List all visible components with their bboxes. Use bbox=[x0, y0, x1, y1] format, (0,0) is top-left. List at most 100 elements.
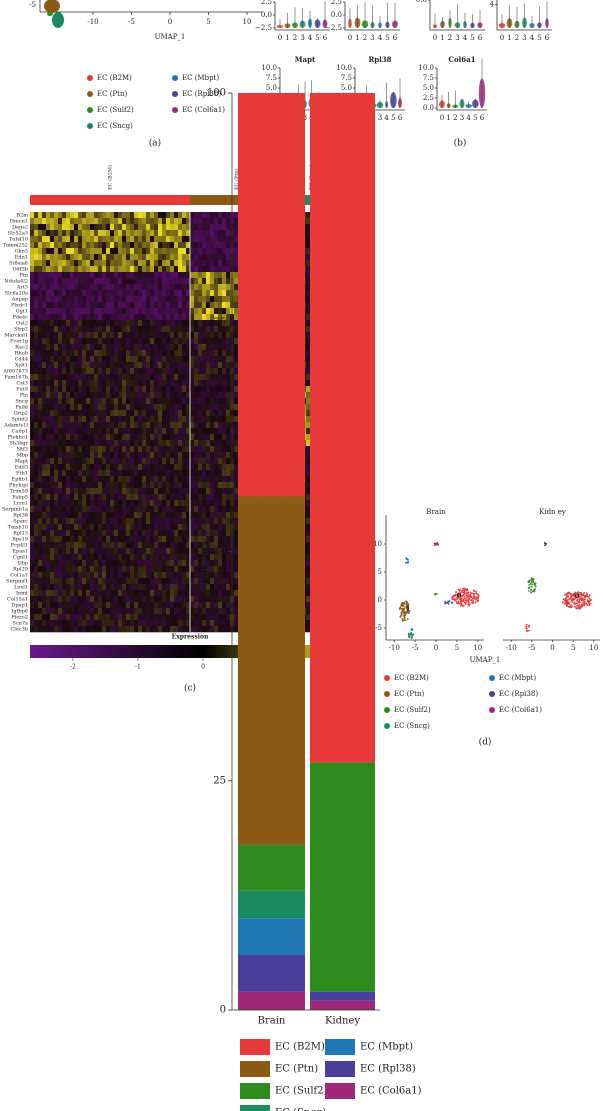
heat-cell bbox=[222, 332, 226, 339]
heat-cell bbox=[210, 248, 214, 255]
heat-cell bbox=[178, 524, 182, 531]
heat-cell bbox=[118, 476, 122, 483]
heat-cell bbox=[134, 350, 138, 357]
heat-cell bbox=[222, 470, 226, 477]
heat-cell bbox=[118, 542, 122, 549]
heat-cell bbox=[82, 506, 86, 513]
heat-cell bbox=[54, 548, 58, 555]
heat-cell bbox=[34, 284, 38, 291]
heat-cell bbox=[170, 500, 174, 507]
heat-cell bbox=[134, 224, 138, 231]
heat-cell bbox=[174, 260, 178, 267]
heat-cell bbox=[130, 404, 134, 411]
heat-cell bbox=[194, 338, 198, 345]
heat-cell bbox=[186, 218, 190, 225]
heat-cell bbox=[70, 476, 74, 483]
heat-cell bbox=[190, 272, 194, 279]
heat-cell bbox=[174, 560, 178, 567]
heat-cell bbox=[222, 284, 226, 291]
heat-cell bbox=[102, 320, 106, 327]
heat-cell bbox=[118, 254, 122, 261]
heat-cell bbox=[186, 356, 190, 363]
heat-cell bbox=[218, 236, 222, 243]
heat-cell bbox=[106, 314, 110, 321]
panel-label: (a) bbox=[149, 138, 161, 149]
heat-cell bbox=[138, 494, 142, 501]
heat-cell bbox=[214, 218, 218, 225]
heat-cell bbox=[234, 230, 238, 237]
heat-cell bbox=[82, 488, 86, 495]
heat-cell bbox=[198, 488, 202, 495]
heat-cell bbox=[182, 500, 186, 507]
heat-cell bbox=[34, 302, 38, 309]
heat-cell bbox=[142, 434, 146, 441]
heat-cell bbox=[306, 416, 310, 423]
heat-cell bbox=[158, 440, 162, 447]
heat-cell bbox=[182, 344, 186, 351]
heat-cell bbox=[102, 368, 106, 375]
heat-cell bbox=[50, 554, 54, 561]
heat-cell bbox=[158, 254, 162, 261]
heat-cell bbox=[154, 458, 158, 465]
heat-cell bbox=[226, 530, 230, 537]
heat-cell bbox=[162, 320, 166, 327]
heat-cell bbox=[90, 332, 94, 339]
heat-cell bbox=[78, 476, 82, 483]
heat-cell bbox=[226, 452, 230, 459]
heat-cell bbox=[34, 548, 38, 555]
heat-cell bbox=[202, 542, 206, 549]
heat-cell bbox=[174, 266, 178, 273]
x-tick-label: 5 bbox=[315, 34, 319, 42]
heat-cell bbox=[90, 482, 94, 489]
x-tick-label: 5 bbox=[385, 34, 389, 42]
heat-cell bbox=[82, 446, 86, 453]
heat-cell bbox=[50, 452, 54, 459]
heat-cell bbox=[78, 392, 82, 399]
heat-cell bbox=[154, 404, 158, 411]
y-tick-label: 7.5 bbox=[423, 74, 434, 82]
heat-cell bbox=[166, 476, 170, 483]
heat-cell bbox=[102, 494, 106, 501]
heat-cell bbox=[222, 230, 226, 237]
heat-cell bbox=[42, 512, 46, 519]
heat-cell bbox=[102, 464, 106, 471]
heat-cell bbox=[102, 242, 106, 249]
x-tick-label: 5 bbox=[391, 114, 395, 122]
heat-cell bbox=[190, 518, 194, 525]
heat-cell bbox=[94, 362, 98, 369]
heat-cell bbox=[82, 458, 86, 465]
heat-cell bbox=[114, 440, 118, 447]
heat-cell bbox=[150, 290, 154, 297]
heat-cell bbox=[222, 386, 226, 393]
heat-cell bbox=[110, 260, 114, 267]
heat-cell bbox=[90, 464, 94, 471]
heat-cell bbox=[50, 416, 54, 423]
heat-cell bbox=[202, 254, 206, 261]
heat-cell bbox=[62, 362, 66, 369]
heat-cell bbox=[30, 428, 34, 435]
heat-cell bbox=[174, 494, 178, 501]
heat-cell bbox=[134, 296, 138, 303]
heat-cell bbox=[146, 344, 150, 351]
heat-cell bbox=[174, 524, 178, 531]
heat-cell bbox=[210, 410, 214, 417]
heat-cell bbox=[150, 524, 154, 531]
heat-cell bbox=[114, 326, 118, 333]
heat-cell bbox=[150, 248, 154, 255]
heat-cell bbox=[206, 302, 210, 309]
heat-cell bbox=[234, 386, 238, 393]
heat-cell bbox=[102, 254, 106, 261]
heat-cell bbox=[98, 278, 102, 285]
heat-cell bbox=[30, 380, 34, 387]
heat-cell bbox=[306, 350, 310, 357]
heat-cell bbox=[174, 356, 178, 363]
heat-cell bbox=[222, 392, 226, 399]
heat-cell bbox=[158, 416, 162, 423]
heat-cell bbox=[94, 452, 98, 459]
heat-cell bbox=[110, 254, 114, 261]
heat-cell bbox=[130, 272, 134, 279]
heat-cell bbox=[50, 350, 54, 357]
heat-cell bbox=[214, 410, 218, 417]
heat-cell bbox=[86, 548, 90, 555]
heat-cell bbox=[122, 302, 126, 309]
